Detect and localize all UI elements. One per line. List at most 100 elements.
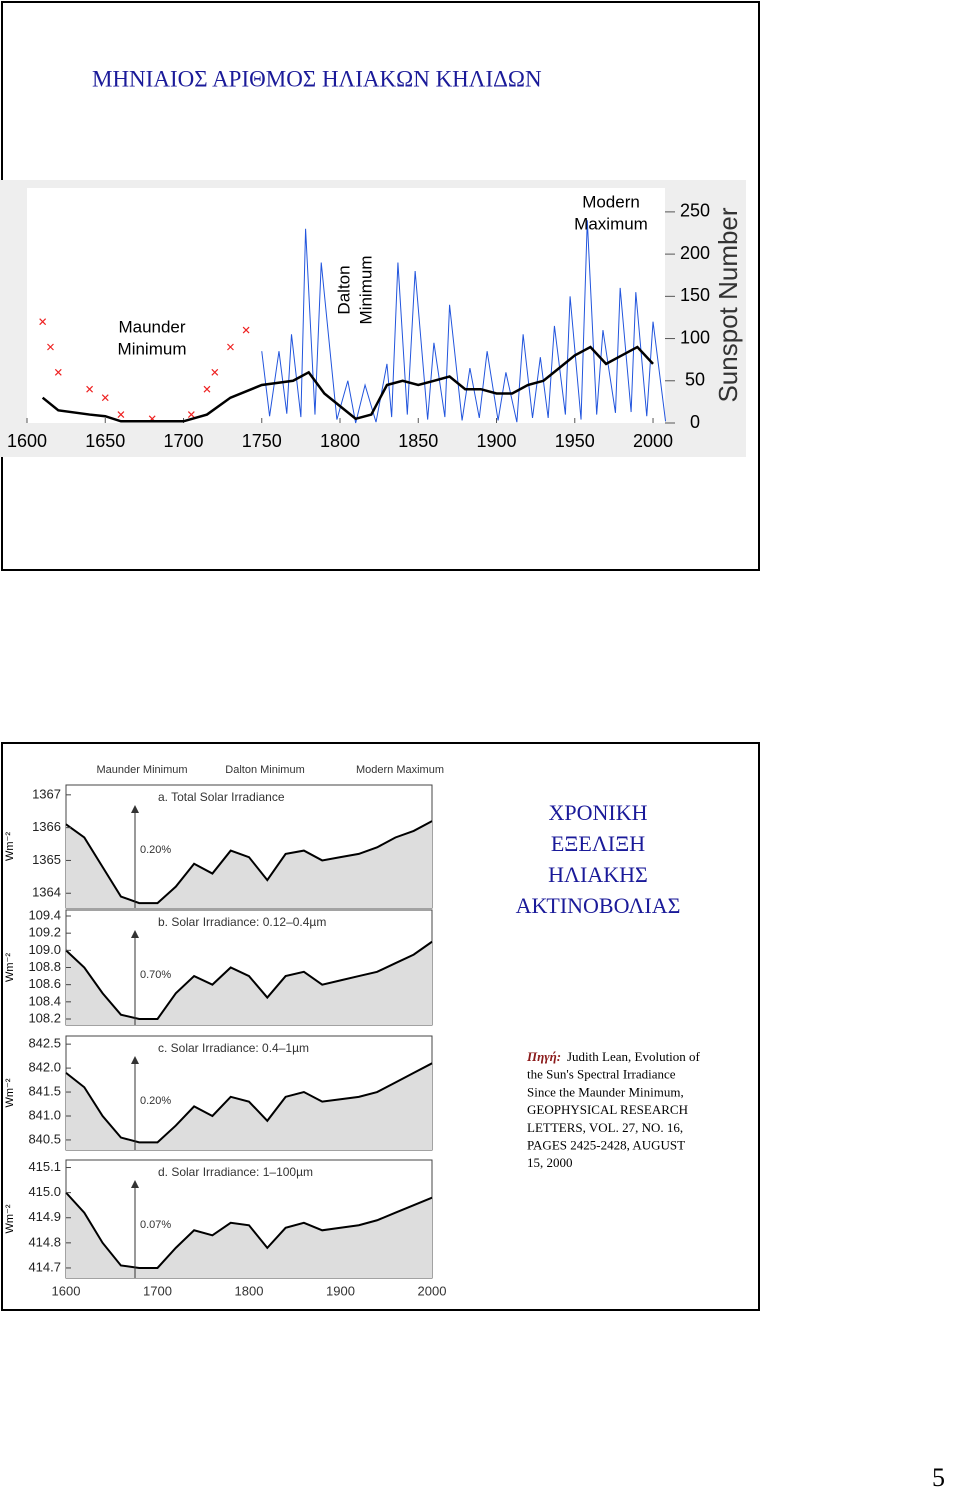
y-tick-label: 109.0 — [28, 942, 61, 957]
panel-title: d. Solar Irradiance: 1–100µm — [158, 1165, 313, 1179]
y-tick-label: 415.0 — [28, 1184, 61, 1199]
y-tick-label: 842.5 — [28, 1036, 61, 1051]
y-tick-label: 414.7 — [28, 1259, 61, 1274]
annotation: Maximum — [574, 214, 648, 233]
x-tick-label: 1950 — [555, 431, 595, 451]
source-text: GEOPHYSICAL RESEARCH — [527, 1102, 688, 1117]
x-tick-label: 1900 — [476, 431, 516, 451]
y-tick-label: 841.5 — [28, 1083, 61, 1098]
line — [65, 1062, 433, 1144]
slide-title: ΗΛΙΑΚΗΣ — [548, 862, 648, 887]
line — [65, 940, 433, 1020]
panel-title: b. Solar Irradiance: 0.12–0.4µm — [158, 915, 326, 929]
annotation: Minimum — [356, 256, 375, 325]
marker — [242, 326, 250, 334]
marker — [47, 343, 54, 351]
annotation: Minimum — [118, 339, 187, 358]
arrow-head — [131, 1180, 139, 1188]
slide-title: ΑΚΤΙΝΟΒΟΛΙΑΣ — [516, 893, 681, 918]
marker — [211, 368, 219, 376]
page-number: 5 — [932, 1463, 945, 1491]
panel-title: a. Total Solar Irradiance — [158, 790, 285, 804]
x-tick-label: 1650 — [85, 431, 125, 451]
y-tick-label: 100 — [680, 327, 710, 347]
y-tick-label: 414.8 — [28, 1234, 61, 1249]
area — [66, 941, 432, 1025]
slide-frame — [1, 742, 760, 1311]
area — [66, 1192, 432, 1278]
marker — [101, 394, 109, 402]
line — [65, 820, 433, 905]
header-annotation: Modern Maximum — [356, 764, 444, 776]
source-text: 15, 2000 — [527, 1155, 573, 1170]
marker — [117, 411, 125, 418]
header-annotation: Dalton Minimum — [225, 764, 304, 776]
x-tick-label: 2000 — [418, 1283, 447, 1298]
slide-title: ΕΞΕΛΙΞΗ — [551, 831, 645, 856]
y-tick-label: 414.9 — [28, 1209, 61, 1224]
annotation: Maunder — [118, 317, 185, 336]
y-tick-label: 50 — [685, 370, 705, 390]
line — [261, 220, 667, 424]
y-tick-label: 0 — [690, 412, 700, 432]
x-tick-label: 1800 — [320, 431, 360, 451]
source-text: Since the Maunder Minimum, — [527, 1084, 684, 1099]
x-tick-label: 1850 — [398, 431, 438, 451]
arrow-head — [131, 930, 139, 938]
x-tick-label: 1750 — [242, 431, 282, 451]
arrow-head — [131, 1056, 139, 1064]
annotation: Dalton — [334, 265, 353, 314]
y-tick-label: 109.2 — [28, 925, 61, 940]
slide-title: ΜΗΝΙΑΙΟΣ ΑΡΙΘΜΟΣ ΗΛΙΑΚΩΝ ΚΗΛΙΔΩΝ — [92, 66, 542, 91]
plot-area — [27, 188, 665, 423]
area — [66, 821, 432, 908]
annotation: 0.20% — [140, 844, 171, 856]
y-tick-label: 200 — [680, 243, 710, 263]
arrow-head — [131, 805, 139, 813]
source-text: Judith Lean, Evolution of — [567, 1049, 701, 1064]
annotation: 0.07% — [140, 1219, 171, 1231]
source-label: Πηγή: — [526, 1049, 561, 1064]
area — [66, 1063, 432, 1150]
annotation: Modern — [582, 192, 640, 211]
y-tick-label: 108.4 — [28, 993, 61, 1008]
y-tick-label: 108.2 — [28, 1010, 61, 1025]
source-text: PAGES 2425-2428, AUGUST — [527, 1137, 685, 1152]
x-tick-label: 1600 — [7, 431, 47, 451]
y-tick-label: 108.8 — [28, 959, 61, 974]
x-tick-label: 2000 — [633, 431, 673, 451]
x-tick-label: 1600 — [52, 1283, 81, 1298]
header-annotation: Maunder Minimum — [96, 764, 187, 776]
y-tick-label: 840.5 — [28, 1131, 61, 1146]
y-axis-label: Wm⁻² — [4, 832, 16, 861]
marker — [227, 343, 234, 351]
line — [65, 1191, 433, 1269]
x-tick-label: 1800 — [235, 1283, 264, 1298]
source-text: LETTERS, VOL. 27, NO. 16, — [527, 1120, 683, 1135]
y-tick-label: 250 — [680, 201, 710, 221]
y-axis-label: Wm⁻² — [4, 1204, 16, 1233]
line — [41, 345, 654, 423]
marker — [187, 411, 195, 418]
annotation: 0.20% — [140, 1095, 171, 1107]
y-tick-label: 841.0 — [28, 1107, 61, 1122]
y-tick-label: 1366 — [32, 819, 61, 834]
y-axis-label: Sunspot Number — [713, 207, 743, 402]
y-tick-label: 150 — [680, 285, 710, 305]
annotation: 0.70% — [140, 969, 171, 981]
x-tick-label: 1700 — [143, 1283, 172, 1298]
y-tick-label: 108.6 — [28, 976, 61, 991]
x-tick-label: 1700 — [163, 431, 203, 451]
marker — [86, 385, 94, 393]
y-tick-label: 415.1 — [28, 1159, 61, 1174]
y-tick-label: 1367 — [32, 786, 61, 801]
y-axis-label: Wm⁻² — [4, 953, 16, 982]
source-text: the Sun's Spectral Irradiance — [527, 1067, 676, 1082]
y-tick-label: 842.0 — [28, 1060, 61, 1075]
panel-title: c. Solar Irradiance: 0.4–1µm — [158, 1041, 309, 1055]
y-tick-label: 109.4 — [28, 907, 61, 922]
y-axis-label: Wm⁻² — [4, 1078, 16, 1107]
marker — [54, 368, 62, 376]
y-tick-label: 1365 — [32, 852, 61, 867]
